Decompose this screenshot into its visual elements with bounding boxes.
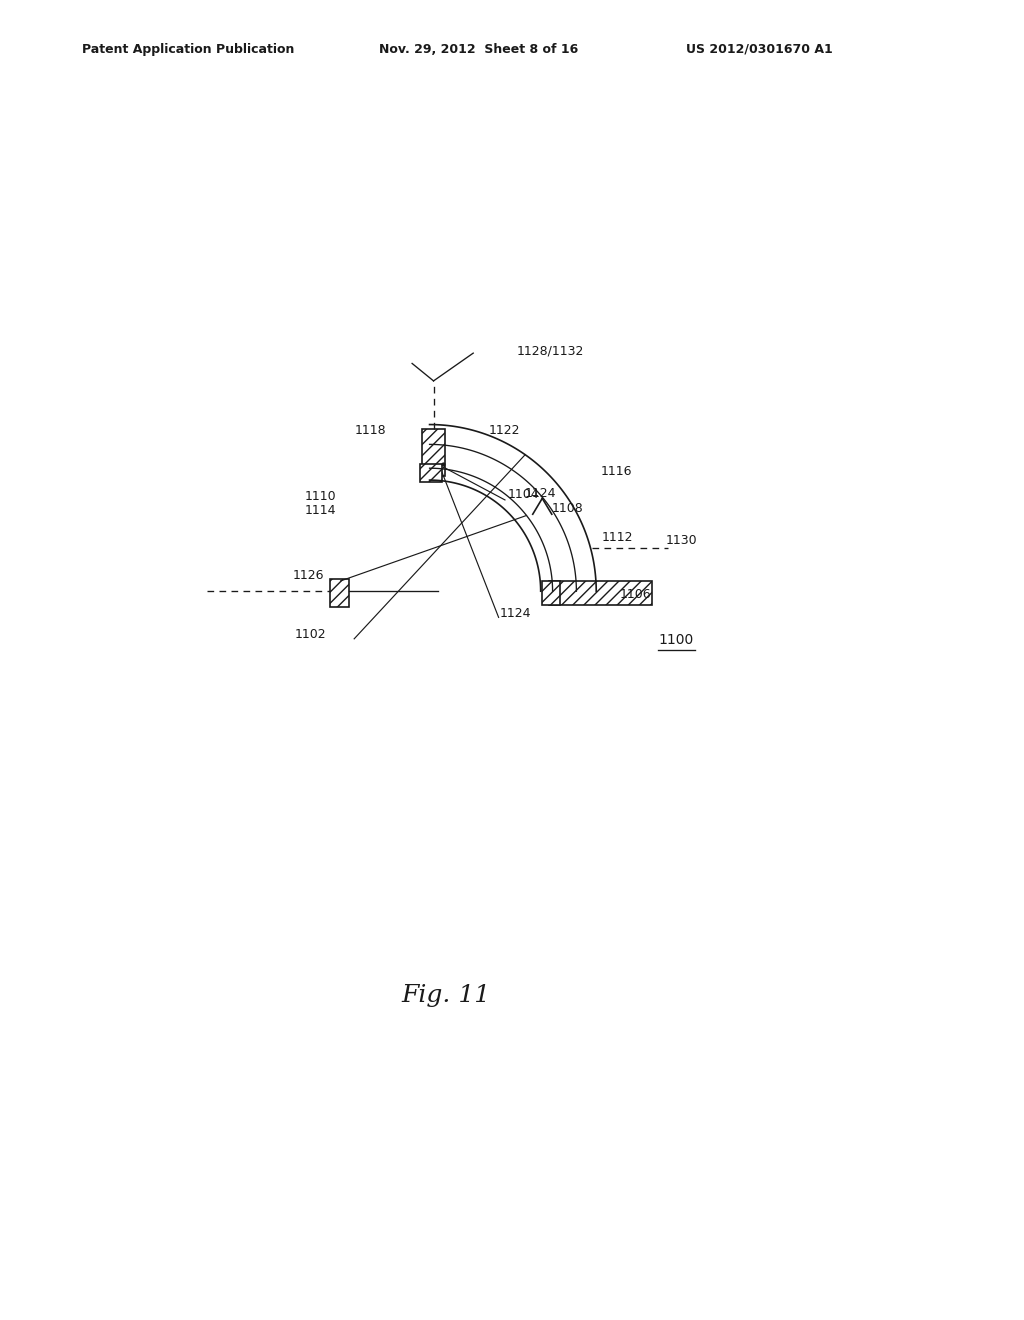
Text: 1130: 1130 — [666, 533, 697, 546]
Text: Nov. 29, 2012  Sheet 8 of 16: Nov. 29, 2012 Sheet 8 of 16 — [379, 42, 579, 55]
Text: 1128/1132: 1128/1132 — [517, 345, 585, 358]
Bar — [543, 581, 560, 605]
Text: 1116: 1116 — [600, 465, 632, 478]
Text: 1114: 1114 — [304, 504, 336, 517]
Text: 1124: 1124 — [524, 487, 556, 500]
Text: 1126: 1126 — [293, 569, 325, 582]
Text: 1112: 1112 — [602, 531, 633, 544]
Bar — [331, 579, 348, 607]
Text: US 2012/0301670 A1: US 2012/0301670 A1 — [686, 42, 833, 55]
Bar — [549, 581, 652, 605]
Text: 1118: 1118 — [354, 424, 386, 437]
Text: 1106: 1106 — [620, 587, 651, 601]
Text: 1124: 1124 — [500, 607, 530, 620]
Text: 1102: 1102 — [295, 628, 327, 642]
Text: 1110: 1110 — [304, 490, 336, 503]
Text: Fig. 11: Fig. 11 — [400, 985, 490, 1007]
Text: 1104: 1104 — [507, 488, 539, 502]
Bar — [420, 465, 442, 482]
Text: Patent Application Publication: Patent Application Publication — [82, 42, 294, 55]
Text: 1100: 1100 — [658, 634, 693, 647]
Text: 1122: 1122 — [489, 424, 520, 437]
Bar — [422, 429, 445, 477]
Text: 1108: 1108 — [552, 502, 584, 515]
